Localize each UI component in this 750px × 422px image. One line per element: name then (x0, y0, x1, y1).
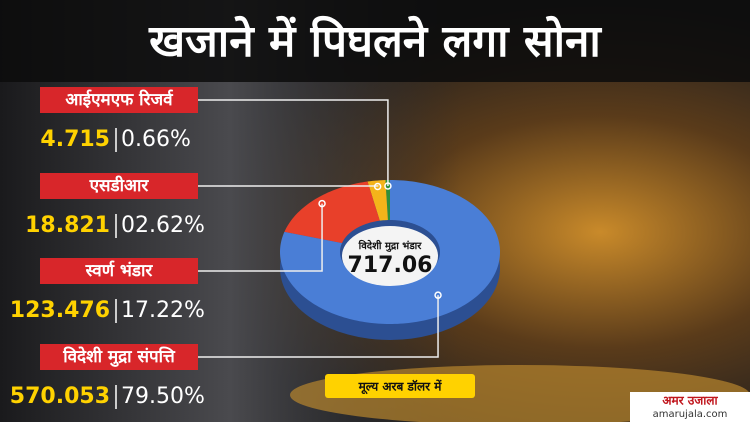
connector (198, 203, 323, 272)
label-box (40, 173, 198, 199)
center-value: 717.06 (348, 253, 433, 278)
value-label: 18.821 (25, 213, 110, 238)
legend: आईएमएफ रिजर्व 4.715 0.66% एसडीआर 18.821 02.62… (10, 87, 442, 409)
brand-box (630, 392, 750, 422)
share-label: 02.62% (121, 213, 205, 238)
title-band (0, 0, 750, 82)
note: मूल्य अरब डॉलर में (358, 380, 443, 395)
value-label: 4.715 (40, 127, 110, 152)
donut-slice (367, 180, 388, 221)
category-label: स्वर्ण भंडार (85, 260, 154, 281)
connector (198, 185, 379, 187)
brand-url: amarujala.com (653, 409, 728, 420)
donut-slice (284, 181, 380, 244)
label-box (40, 258, 198, 284)
connector-dot (434, 291, 442, 299)
connector-dot (373, 182, 382, 191)
donut-hole (342, 226, 438, 286)
connector-dot (384, 182, 392, 190)
connector-dot (318, 199, 326, 208)
center-label: विदेशी मुद्रा भंडार (358, 239, 423, 252)
connector (198, 99, 389, 187)
category-label: आईएमएफ रिजर्व (65, 89, 174, 110)
category-label: एसडीआर (89, 175, 150, 196)
donut-slice (385, 180, 390, 221)
value-label: 123.476 (10, 298, 110, 323)
category-label: विदेशी मुद्रा संपत्ति (62, 346, 176, 367)
brand: अमर उजाला (662, 394, 718, 408)
label-box (40, 87, 198, 113)
value-label: 570.053 (10, 384, 110, 409)
donut-slice (280, 180, 500, 324)
connector (198, 295, 439, 358)
share-label: 79.50% (121, 384, 205, 409)
label-box (40, 344, 198, 370)
note-box (325, 374, 475, 398)
share-label: 17.22% (121, 298, 205, 323)
chart-title: खजाने में पिघलने लगा सोना (148, 15, 602, 67)
share-label: 0.66% (121, 127, 191, 152)
